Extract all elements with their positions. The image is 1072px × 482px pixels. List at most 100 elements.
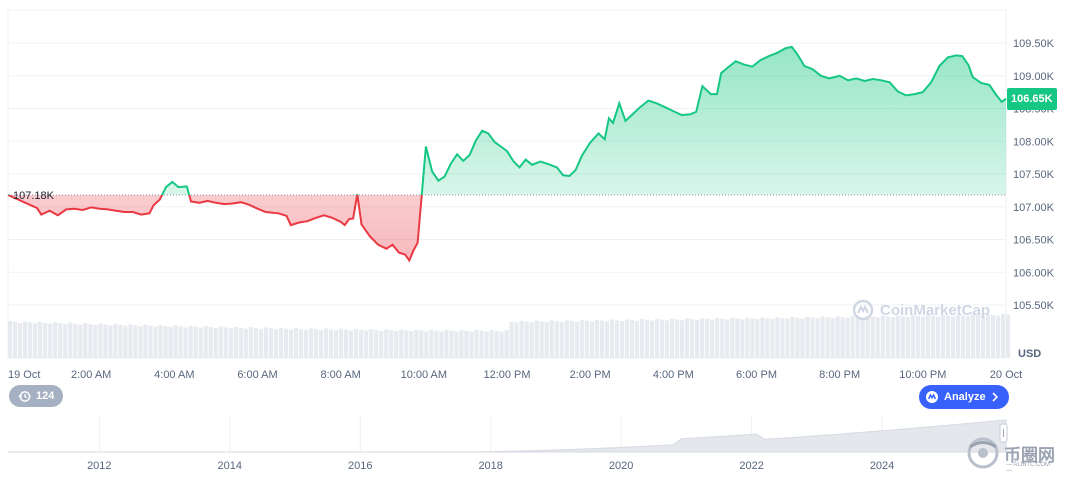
volume-bar: [43, 322, 48, 358]
volume-bar: [499, 331, 504, 358]
volume-bar: [885, 316, 890, 358]
x-tick-label: 19 Oct: [8, 369, 40, 381]
volume-bar: [760, 317, 765, 358]
overview-year-label: 2024: [870, 460, 894, 472]
volume-bar: [720, 318, 725, 358]
volume-bar: [514, 322, 519, 358]
volume-bar: [233, 326, 238, 358]
brand-logo-icon: [967, 437, 999, 469]
x-tick-label: 2:00 PM: [570, 369, 611, 381]
volume-bar: [800, 318, 805, 358]
volume-bar: [429, 329, 434, 358]
volume-bar: [614, 320, 620, 358]
volume-bar: [469, 331, 474, 358]
volume-bar: [283, 328, 289, 358]
volume-bar: [409, 331, 414, 358]
volume-bar: [639, 319, 645, 358]
overview-navigator[interactable]: [8, 415, 1008, 453]
volume-bar: [795, 317, 800, 358]
overview-sparkline: [8, 419, 1007, 453]
price-line-down: [7, 194, 423, 263]
volume-bar: [509, 321, 514, 358]
volume-bar: [313, 329, 319, 358]
volume-bar: [780, 317, 785, 358]
price-line-up: [8, 45, 1007, 195]
volume-bar: [765, 318, 770, 358]
volume-bar: [439, 331, 444, 358]
x-tick-label: 20 Oct: [990, 369, 1022, 381]
volume-bar: [805, 316, 810, 358]
volume-bar: [725, 319, 730, 358]
x-tick-label: 6:00 PM: [736, 369, 777, 381]
volume-bar: [113, 323, 118, 358]
volume-bar: [349, 330, 354, 358]
volume-bar: [710, 319, 715, 358]
volume-bar: [825, 317, 830, 358]
volume-bar: [529, 322, 534, 358]
volume-bar: [589, 321, 594, 358]
volume-bar: [88, 324, 93, 358]
volume-bar: [915, 316, 920, 358]
x-tick-label: 8:00 PM: [819, 369, 860, 381]
volume-bar: [925, 315, 930, 358]
volume-bars: [8, 314, 1011, 358]
overview-year-label: 2020: [609, 460, 633, 472]
volume-bar: [519, 320, 524, 358]
volume-bar: [83, 323, 88, 358]
volume-bar: [1000, 314, 1006, 358]
volume-bar: [103, 324, 108, 358]
volume-bar: [539, 321, 544, 358]
y-tick-label: 108.00K: [1013, 136, 1055, 148]
volume-bar: [775, 317, 780, 358]
volume-bar: [649, 320, 655, 358]
watermark-text: CoinMarketCap: [880, 301, 991, 319]
y-tick-label: 106.50K: [1013, 235, 1055, 247]
volume-bar: [855, 316, 860, 358]
volume-bar: [23, 321, 28, 358]
volume-bar: [298, 328, 304, 358]
volume-bar: [785, 318, 790, 358]
volume-bar: [745, 317, 750, 358]
volume-bar: [494, 330, 499, 358]
volume-bar: [865, 315, 870, 358]
volume-bar: [755, 319, 760, 358]
volume-bar: [208, 327, 213, 358]
volume-bar: [845, 317, 850, 358]
volume-bar: [63, 324, 68, 358]
volume-bar: [920, 316, 925, 358]
analyze-button[interactable]: Analyze: [919, 385, 1009, 409]
volume-bar: [138, 326, 143, 358]
volume-bar: [680, 320, 685, 358]
volume-bar: [198, 327, 203, 358]
open-price-label: 107.18K: [13, 190, 54, 202]
volume-bar: [464, 330, 469, 358]
volume-bar: [810, 317, 815, 358]
volume-bar: [128, 324, 133, 358]
volume-bar: [173, 325, 178, 358]
volume-bar: [38, 321, 43, 358]
volume-bar: [364, 330, 369, 358]
x-tick-label: 4:00 PM: [653, 369, 694, 381]
price-area-below: [8, 194, 1006, 261]
volume-bar: [13, 321, 18, 358]
volume-bar: [815, 318, 820, 358]
volume-bar: [950, 316, 956, 358]
volume-bar: [133, 325, 138, 358]
volume-bar: [153, 326, 158, 358]
volume-bar: [78, 324, 83, 358]
volume-bar: [740, 319, 745, 358]
x-tick-label: 10:00 PM: [899, 369, 946, 381]
volume-bar: [730, 317, 735, 358]
volume-bar: [123, 325, 128, 358]
volume-bar: [985, 314, 991, 358]
volume-bar: [318, 330, 324, 358]
volume-bar: [394, 331, 399, 358]
volume-bar: [890, 317, 895, 358]
history-button[interactable]: 124: [9, 385, 64, 407]
volume-bar: [669, 318, 675, 358]
volume-bar: [449, 330, 454, 358]
volume-bar: [278, 327, 284, 358]
volume-bar: [223, 327, 228, 358]
volume-bar: [108, 325, 113, 358]
volume-bar: [273, 329, 278, 358]
